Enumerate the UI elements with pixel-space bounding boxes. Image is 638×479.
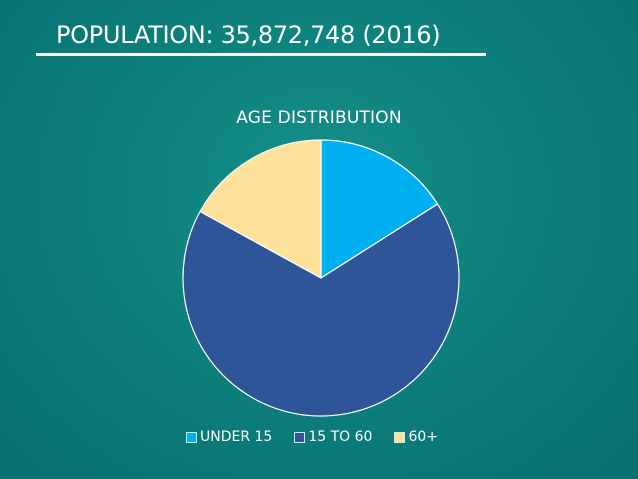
pie-slice-under-15: [320, 139, 439, 279]
slide-title: POPULATION: 35,872,748 (2016): [56, 21, 441, 49]
legend-item-60-plus: 60+: [394, 429, 438, 445]
pie-slices: [182, 139, 460, 417]
legend-item-under-15: UNDER 15: [186, 429, 272, 445]
legend-label-15-to-60: 15 TO 60: [308, 429, 373, 445]
pie-slice-15-to-60: [182, 203, 460, 417]
legend-swatch-60-plus: [394, 431, 406, 443]
legend-swatch-under-15: [186, 431, 197, 443]
legend-swatch-15-to-60: [294, 431, 306, 443]
legend-label-60-plus: 60+: [408, 429, 438, 445]
chart-title: AGE DISTRIBUTION: [236, 108, 402, 128]
title-underline: [36, 53, 486, 56]
legend-label-under-15: UNDER 15: [200, 429, 273, 445]
pie-slice-60: [199, 139, 322, 279]
chart-legend: UNDER 15 15 TO 60 60+: [186, 429, 438, 445]
legend-item-15-to-60: 15 TO 60: [294, 429, 372, 445]
